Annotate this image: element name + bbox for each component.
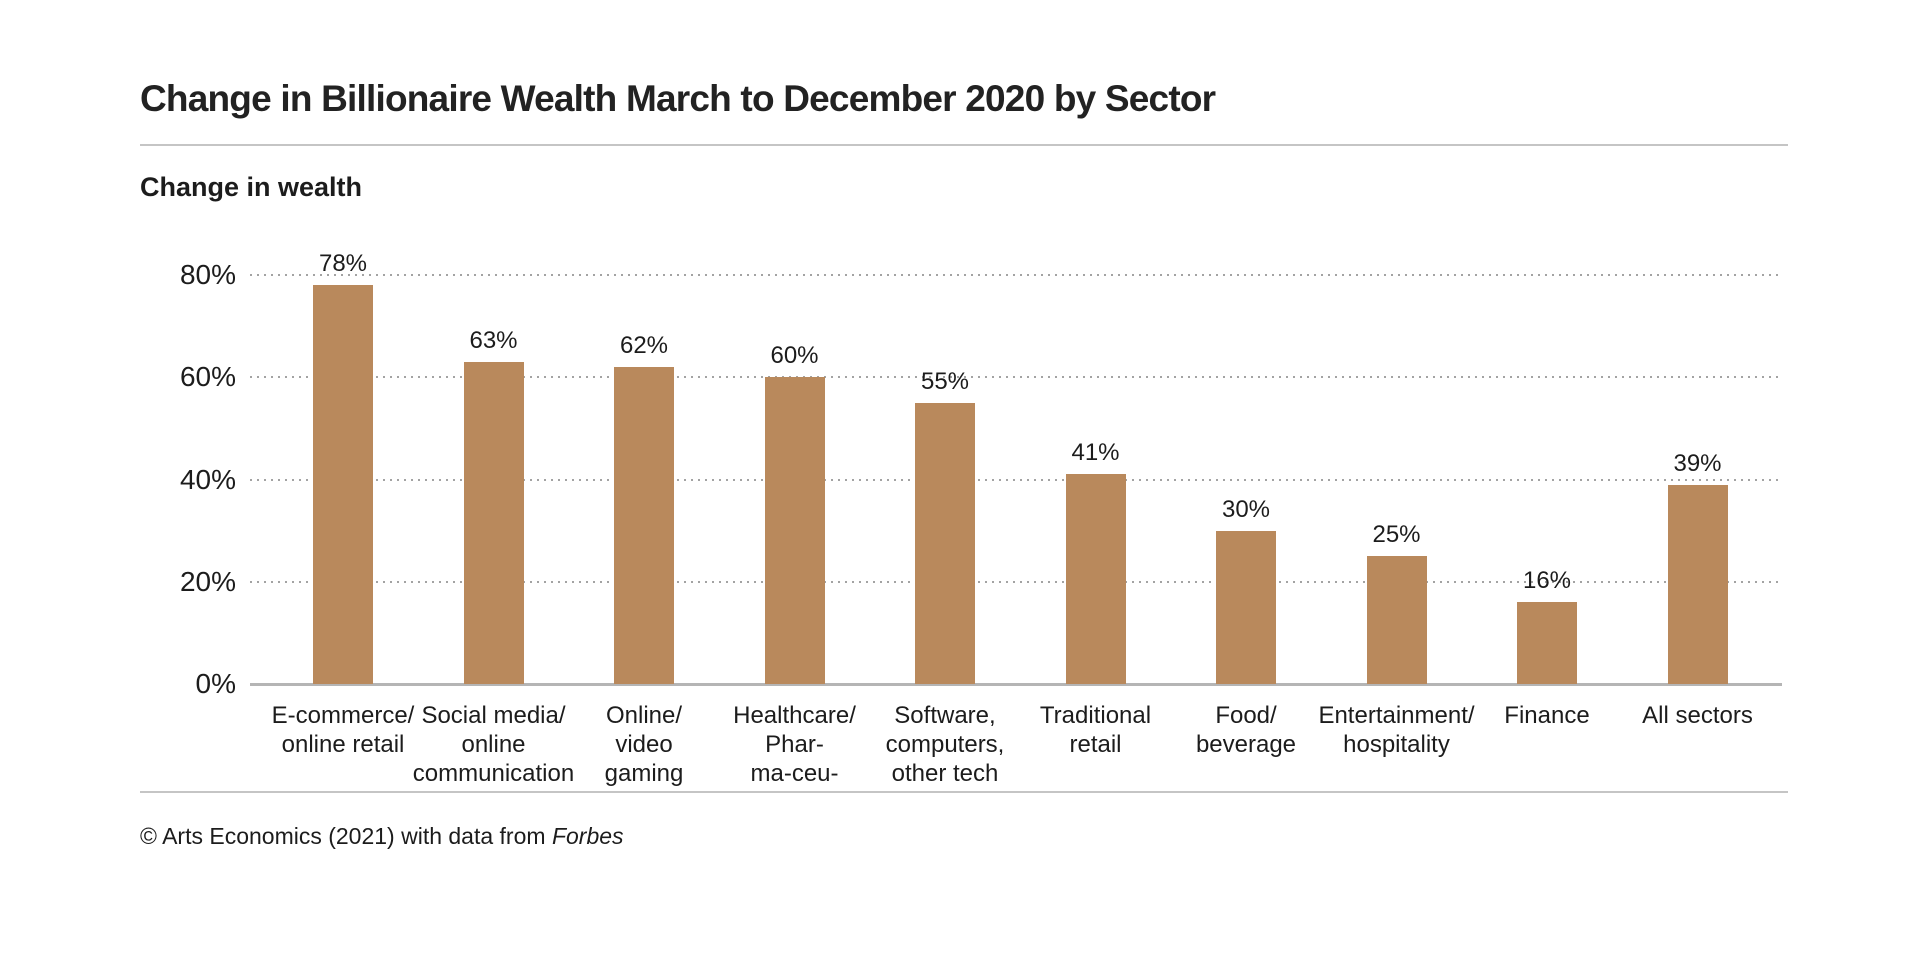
x-axis-category-label: All sectors [1642,702,1753,729]
gridline-40 [250,478,1782,481]
y-axis-tick-label: 80% [179,259,236,290]
bar [313,285,373,684]
x-axis-line [250,683,1782,686]
bar [1667,484,1728,684]
bar-value-label: 62% [619,332,669,360]
x-axis-category-label: Traditional retail [1039,702,1152,758]
x-axis-category-label: Online/video gaming [604,702,684,787]
gridline-20 [250,580,1782,583]
bar-value-label: 25% [1372,521,1421,549]
x-axis-category-label: Software, computers, other tech [885,702,1005,787]
source-note-text: © Arts Economics (2021) with data from [140,823,552,849]
x-axis-category-label: Entertainment/hospitality [1318,702,1475,758]
chart-title: Change in Billionaire Wealth March to De… [140,78,1216,119]
bar [764,377,825,684]
bar [1517,602,1577,684]
y-axis-tick-label: 20% [179,565,236,597]
chart-figure: Change in Billionaire Wealth March to De… [140,0,1788,968]
x-axis-category-label: Finance [1504,702,1590,729]
y-axis-tick-label: 40% [179,463,236,495]
gridline-80 [250,274,1782,276]
bar [463,361,524,684]
gridline-60 [250,376,1782,379]
bar [915,402,975,684]
bar-value-label: 41% [1071,439,1120,467]
bar-value-label: 39% [1673,449,1722,477]
bar [1216,530,1276,684]
bar-value-label: 55% [920,367,970,395]
source-note-publication: Forbes [551,823,624,849]
bar-value-label: 63% [469,326,518,354]
top-divider [140,144,1788,146]
source-note: © Arts Economics (2021) with data from F… [140,823,1788,850]
plot-area: 0% 20% 40% 60% 80% 78% E-commerce/online retai… [180,250,1782,787]
x-axis-category-label: E-commerce/online retail [271,702,415,758]
bar-value-label: 60% [770,342,819,370]
bottom-divider [140,791,1788,793]
x-axis-category-label: Healthcare/Phar-ma-ceu- [733,702,856,787]
y-axis-tick-label: 0% [195,668,236,699]
y-axis-tick-label: 60% [179,361,236,393]
bar [1065,474,1126,684]
bar-value-label: 30% [1221,495,1271,523]
bar-value-label: 78% [318,250,368,278]
bar-chart: 0% 20% 40% 60% 80% 78% E-commerce/online retai… [140,215,1788,787]
bar [614,367,674,684]
x-axis-category-label: Food/beverage [1195,702,1297,758]
y-axis-heading: Change in wealth [140,172,363,202]
bar [1366,556,1427,684]
bar-value-label: 16% [1522,567,1572,595]
x-axis-category-label: Social media/online communication [412,702,575,787]
